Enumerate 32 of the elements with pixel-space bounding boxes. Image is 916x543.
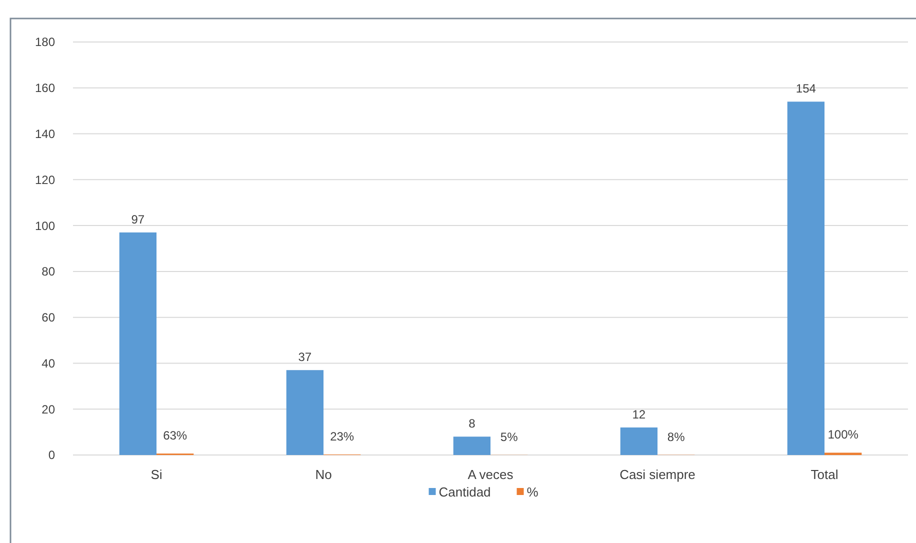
y-tick-label: 20	[42, 402, 56, 416]
bar	[620, 427, 658, 455]
y-tick-label: 160	[34, 81, 56, 96]
x-tick-label: Si	[150, 467, 162, 482]
legend-label: Cantidad	[438, 484, 491, 500]
data-label: 100%	[828, 428, 859, 442]
data-label: 23%	[330, 429, 354, 444]
data-label: 8	[468, 416, 476, 431]
bar	[787, 102, 824, 455]
y-tick-label: 100	[34, 218, 56, 233]
y-tick-label: 120	[34, 172, 56, 187]
y-tick-label: 140	[34, 126, 56, 141]
y-tick-label: 40	[42, 356, 56, 370]
x-tick-label: A veces	[468, 467, 514, 482]
bar	[119, 232, 156, 455]
x-tick-label: Casi siempre	[620, 467, 696, 482]
y-tick-label: 60	[42, 310, 56, 325]
x-tick-label: No	[315, 467, 332, 482]
legend-label: %	[526, 484, 539, 500]
data-label: 37	[298, 350, 312, 364]
data-label: 5%	[500, 430, 518, 444]
y-tick-label: 0	[48, 448, 56, 462]
y-tick-label: 80	[42, 264, 56, 279]
data-label: 12	[632, 407, 646, 422]
data-label: 8%	[667, 430, 686, 444]
data-label: 154	[796, 82, 816, 96]
data-label: 63%	[163, 428, 188, 443]
x-tick-label: Total	[810, 467, 838, 482]
data-label: 97	[131, 212, 145, 226]
y-tick-label: 180	[34, 35, 56, 50]
bar	[453, 436, 490, 455]
bar	[286, 370, 324, 455]
